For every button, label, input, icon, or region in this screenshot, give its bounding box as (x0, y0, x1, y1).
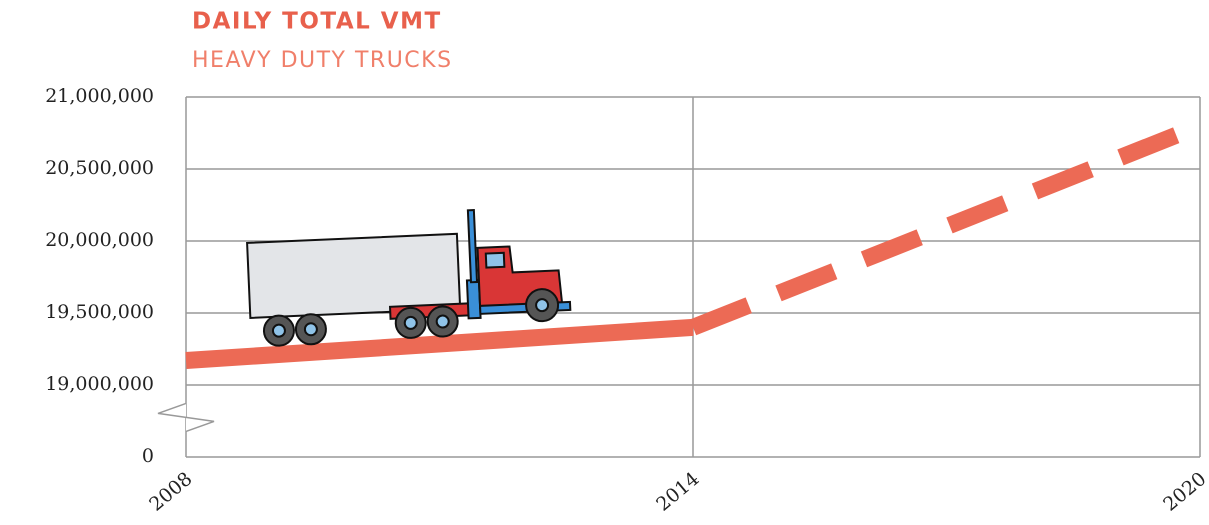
plot-area: 0 19,000,000 19,500,000 20,000,000 20,500,00… (45, 85, 1209, 516)
x-tick-label: 2020 (1159, 468, 1209, 516)
y-tick-label: 20,000,000 (45, 229, 154, 251)
data-line (185, 318, 694, 370)
truck-illustration (246, 209, 572, 347)
x-tick-label: 2008 (145, 468, 196, 516)
axis-break (157, 402, 215, 433)
y-tick-label: 19,500,000 (45, 301, 154, 323)
chart-subtitle: HEAVY DUTY TRUCKS (192, 48, 453, 73)
data-line (689, 117, 1204, 336)
chart-title: DAILY TOTAL VMT (192, 9, 442, 35)
y-tick-label: 21,000,000 (45, 85, 154, 107)
y-tick-label: 0 (142, 445, 154, 467)
y-tick-label: 20,500,000 (45, 157, 154, 179)
x-tick-label: 2014 (652, 468, 703, 516)
y-tick-label: 19,000,000 (45, 373, 154, 395)
